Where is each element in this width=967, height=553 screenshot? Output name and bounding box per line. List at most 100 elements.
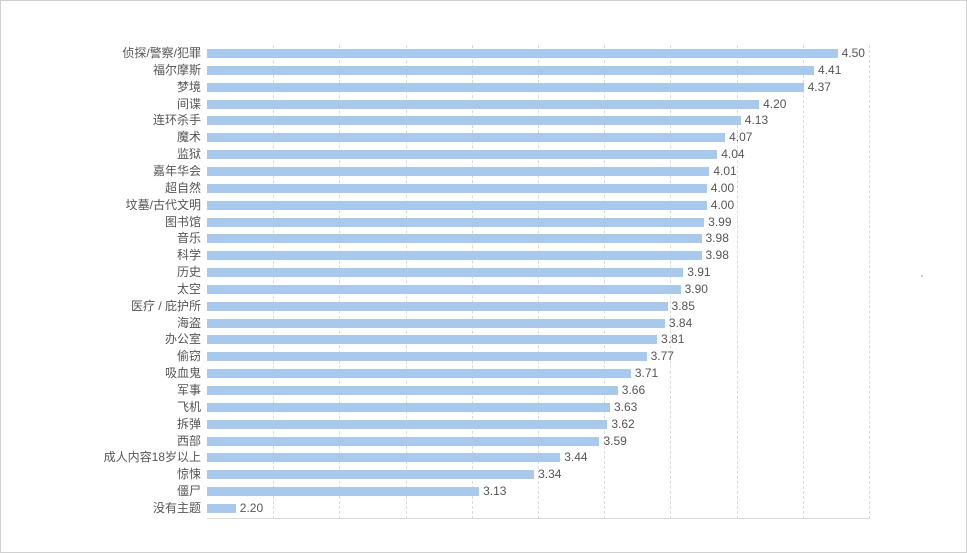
value-label: 2.20 (239, 500, 264, 515)
gridline (670, 45, 672, 519)
value-label: 4.13 (744, 113, 769, 128)
bar (207, 166, 710, 176)
bar (207, 335, 658, 345)
category-label: 飞机 (176, 399, 201, 414)
bar (207, 419, 608, 429)
bar-row: 历史 3.91 (177, 264, 869, 281)
gridline (538, 45, 539, 519)
bar-row: 嘉年华会 4.01 (153, 163, 869, 180)
category-label: 海盗 (176, 315, 201, 330)
category-label: 医疗 / 庇护所 (130, 298, 201, 313)
value-label: 3.59 (603, 433, 627, 448)
value-label: 4.07 (729, 130, 753, 145)
bar (207, 234, 702, 244)
category-label: 福尔摩斯 (152, 62, 201, 77)
bar-row: 侦探/警察/犯罪 4.50 (122, 45, 869, 62)
category-label: 图书馆 (164, 214, 201, 229)
category-label: 办公室 (164, 332, 201, 347)
bar (207, 217, 705, 227)
bar-row: 偷窃 3.77 (177, 348, 869, 365)
value-label: 3.98 (705, 248, 729, 263)
category-label: 魔术 (176, 130, 201, 145)
bar-row: 梦境 4.37 (177, 79, 869, 96)
category-label: 僵尸 (176, 484, 201, 499)
bar (207, 116, 741, 126)
value-label: 3.90 (684, 281, 708, 296)
gridline (405, 45, 407, 519)
category-label: 连环杀手 (152, 113, 201, 128)
value-label: 4.01 (713, 163, 737, 178)
value-label: 3.63 (613, 399, 638, 414)
bar-row: 没有主题 2.20 (153, 500, 869, 517)
bar-row: 僵尸 3.13 (177, 483, 869, 500)
gridline (604, 45, 606, 519)
bar (207, 150, 718, 160)
bar-row: 福尔摩斯 4.41 (153, 62, 869, 79)
category-label: 没有主题 (152, 500, 201, 515)
plot-area: 侦探/警察/犯罪 4.50 福尔摩斯 4.41 梦境 4.37 间谍 4.20 连环杀手 4.13… (104, 45, 870, 519)
bar-row: 惊悚 3.34 (177, 466, 869, 483)
bar-row: 太空 3.90 (177, 281, 869, 298)
value-label: 3.66 (621, 383, 646, 397)
value-label: 4.20 (763, 96, 787, 111)
category-label: 梦境 (176, 79, 201, 94)
stray-mark (921, 275, 923, 277)
value-label: 3.85 (671, 298, 695, 313)
bar (207, 133, 726, 143)
bar-row: 科学 3.98 (177, 247, 869, 264)
gridline (471, 45, 473, 519)
value-label: 4.00 (710, 197, 735, 212)
category-label: 军事 (176, 383, 201, 397)
bar (207, 99, 760, 109)
category-label: 吸血鬼 (164, 366, 201, 381)
bar (207, 251, 702, 261)
bar (207, 503, 236, 513)
category-label: 西部 (176, 433, 201, 448)
bar-row: 超自然 4.00 (165, 180, 869, 197)
bar-row: 西部 3.59 (177, 433, 869, 450)
bar (207, 49, 838, 58)
category-label: 音乐 (176, 231, 201, 246)
category-label: 科学 (176, 248, 201, 263)
bar-row: 办公室 3.81 (165, 331, 869, 348)
bar (207, 436, 600, 446)
value-label: 3.91 (687, 265, 711, 280)
category-label: 监狱 (176, 147, 201, 162)
bar (207, 386, 618, 395)
bar (207, 402, 610, 412)
bar (207, 268, 684, 278)
bar-row: 连环杀手 4.13 (153, 112, 869, 129)
value-label: 4.00 (710, 180, 735, 195)
bar-row: 军事 3.66 (177, 382, 869, 399)
value-label: 4.04 (721, 147, 745, 162)
category-label: 成人内容18岁以上 (103, 450, 201, 465)
bar (207, 183, 707, 193)
gridline (273, 45, 275, 519)
bar (207, 470, 535, 480)
category-label: 超自然 (164, 180, 201, 195)
bar-row: 间谍 4.20 (177, 96, 869, 113)
value-label: 3.84 (668, 315, 693, 330)
category-label: 间谍 (176, 96, 201, 111)
bar (207, 318, 665, 328)
bar-row: 音乐 3.98 (177, 230, 869, 247)
value-label: 3.81 (661, 332, 685, 347)
bar (207, 284, 681, 294)
bar (207, 487, 480, 497)
bar-row: 坟墓/古代文明 4.00 (126, 197, 869, 214)
category-label: 拆弹 (176, 416, 201, 431)
category-label: 侦探/警察/犯罪 (122, 46, 201, 60)
category-label: 历史 (176, 265, 201, 280)
gridline (869, 45, 870, 519)
bar (207, 301, 668, 311)
bar (207, 65, 815, 75)
bar (207, 453, 561, 463)
value-label: 3.44 (564, 450, 588, 465)
value-label: 3.98 (705, 231, 729, 246)
bar-row: 拆弹 3.62 (177, 416, 869, 433)
value-label: 3.62 (611, 416, 635, 431)
value-label: 4.41 (818, 62, 842, 77)
value-label: 3.13 (483, 484, 507, 499)
category-label: 坟墓/古代文明 (125, 197, 201, 212)
